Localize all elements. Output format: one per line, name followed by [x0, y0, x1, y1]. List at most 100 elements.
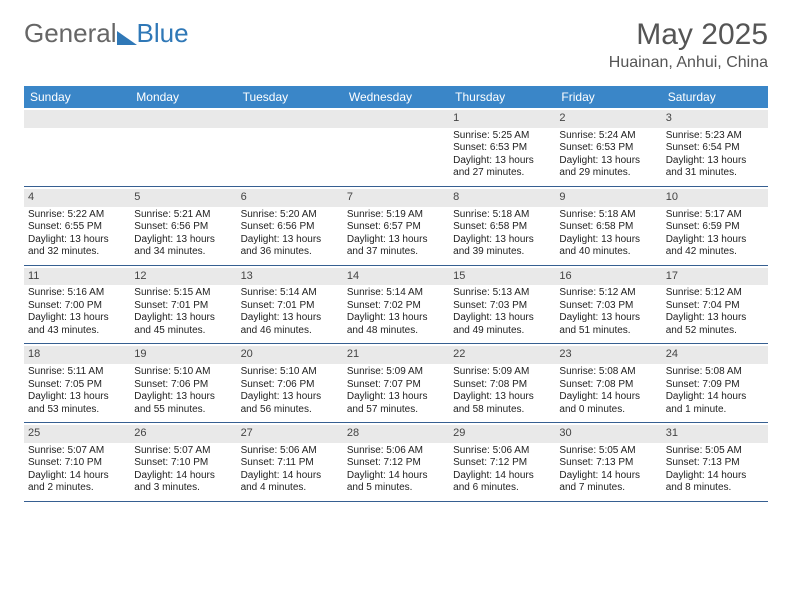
day-cell: 29Sunrise: 5:06 AMSunset: 7:12 PMDayligh… — [449, 423, 555, 501]
sunrise: Sunrise: 5:06 AM — [241, 445, 339, 458]
day-cell: 18Sunrise: 5:11 AMSunset: 7:05 PMDayligh… — [24, 344, 130, 422]
sunrise: Sunrise: 5:10 AM — [134, 366, 232, 379]
sunset: Sunset: 7:10 PM — [134, 457, 232, 470]
sunrise: Sunrise: 5:23 AM — [666, 130, 764, 143]
day-number: 13 — [237, 268, 343, 286]
day-number: 21 — [343, 346, 449, 364]
logo: General Blue — [24, 18, 189, 49]
day-number: 28 — [343, 425, 449, 443]
daylight: Daylight: 13 hours and 45 minutes. — [134, 312, 232, 337]
sunrise: Sunrise: 5:11 AM — [28, 366, 126, 379]
day-number: 1 — [449, 110, 555, 128]
sunset: Sunset: 7:05 PM — [28, 379, 126, 392]
sunrise: Sunrise: 5:13 AM — [453, 287, 551, 300]
day-cell: 14Sunrise: 5:14 AMSunset: 7:02 PMDayligh… — [343, 266, 449, 344]
week-row: 25Sunrise: 5:07 AMSunset: 7:10 PMDayligh… — [24, 423, 768, 502]
dow-thursday: Thursday — [449, 86, 555, 108]
day-cell: 26Sunrise: 5:07 AMSunset: 7:10 PMDayligh… — [130, 423, 236, 501]
sunrise: Sunrise: 5:06 AM — [453, 445, 551, 458]
day-number: 16 — [555, 268, 661, 286]
day-cell: 4Sunrise: 5:22 AMSunset: 6:55 PMDaylight… — [24, 187, 130, 265]
daylight: Daylight: 14 hours and 2 minutes. — [28, 470, 126, 495]
day-cell: 15Sunrise: 5:13 AMSunset: 7:03 PMDayligh… — [449, 266, 555, 344]
daylight: Daylight: 14 hours and 0 minutes. — [559, 391, 657, 416]
daylight: Daylight: 14 hours and 5 minutes. — [347, 470, 445, 495]
title-block: May 2025 Huainan, Anhui, China — [609, 18, 768, 72]
sunrise: Sunrise: 5:08 AM — [666, 366, 764, 379]
logo-word1: General — [24, 18, 117, 49]
day-number: 17 — [662, 268, 768, 286]
day-cell: 10Sunrise: 5:17 AMSunset: 6:59 PMDayligh… — [662, 187, 768, 265]
sunrise: Sunrise: 5:05 AM — [666, 445, 764, 458]
day-cell: 23Sunrise: 5:08 AMSunset: 7:08 PMDayligh… — [555, 344, 661, 422]
day-cell: 28Sunrise: 5:06 AMSunset: 7:12 PMDayligh… — [343, 423, 449, 501]
sunset: Sunset: 6:58 PM — [559, 221, 657, 234]
daylight: Daylight: 13 hours and 43 minutes. — [28, 312, 126, 337]
day-cell: 1Sunrise: 5:25 AMSunset: 6:53 PMDaylight… — [449, 108, 555, 186]
day-cell: 8Sunrise: 5:18 AMSunset: 6:58 PMDaylight… — [449, 187, 555, 265]
day-number: 2 — [555, 110, 661, 128]
daylight: Daylight: 13 hours and 56 minutes. — [241, 391, 339, 416]
sunset: Sunset: 6:55 PM — [28, 221, 126, 234]
day-cell: 25Sunrise: 5:07 AMSunset: 7:10 PMDayligh… — [24, 423, 130, 501]
empty-cell — [237, 108, 343, 186]
sunset: Sunset: 7:03 PM — [559, 300, 657, 313]
day-number: 19 — [130, 346, 236, 364]
dow-sunday: Sunday — [24, 86, 130, 108]
day-number — [237, 110, 343, 128]
empty-cell — [24, 108, 130, 186]
daylight: Daylight: 13 hours and 48 minutes. — [347, 312, 445, 337]
daylight: Daylight: 14 hours and 8 minutes. — [666, 470, 764, 495]
sunrise: Sunrise: 5:12 AM — [666, 287, 764, 300]
sunrise: Sunrise: 5:16 AM — [28, 287, 126, 300]
sunrise: Sunrise: 5:14 AM — [347, 287, 445, 300]
dow-wednesday: Wednesday — [343, 86, 449, 108]
day-number: 7 — [343, 189, 449, 207]
week-row: 4Sunrise: 5:22 AMSunset: 6:55 PMDaylight… — [24, 187, 768, 266]
sunset: Sunset: 6:58 PM — [453, 221, 551, 234]
daylight: Daylight: 13 hours and 53 minutes. — [28, 391, 126, 416]
sunset: Sunset: 7:02 PM — [347, 300, 445, 313]
daylight: Daylight: 14 hours and 7 minutes. — [559, 470, 657, 495]
sunrise: Sunrise: 5:17 AM — [666, 209, 764, 222]
day-cell: 12Sunrise: 5:15 AMSunset: 7:01 PMDayligh… — [130, 266, 236, 344]
sunrise: Sunrise: 5:20 AM — [241, 209, 339, 222]
day-number — [24, 110, 130, 128]
day-cell: 6Sunrise: 5:20 AMSunset: 6:56 PMDaylight… — [237, 187, 343, 265]
day-cell: 19Sunrise: 5:10 AMSunset: 7:06 PMDayligh… — [130, 344, 236, 422]
daylight: Daylight: 14 hours and 4 minutes. — [241, 470, 339, 495]
daylight: Daylight: 13 hours and 40 minutes. — [559, 234, 657, 259]
day-number: 30 — [555, 425, 661, 443]
dow-friday: Friday — [555, 86, 661, 108]
day-number: 5 — [130, 189, 236, 207]
daylight: Daylight: 13 hours and 37 minutes. — [347, 234, 445, 259]
sunset: Sunset: 7:07 PM — [347, 379, 445, 392]
empty-cell — [130, 108, 236, 186]
sunset: Sunset: 6:56 PM — [134, 221, 232, 234]
day-number: 3 — [662, 110, 768, 128]
sunset: Sunset: 7:03 PM — [453, 300, 551, 313]
sunrise: Sunrise: 5:19 AM — [347, 209, 445, 222]
day-number: 23 — [555, 346, 661, 364]
daylight: Daylight: 13 hours and 42 minutes. — [666, 234, 764, 259]
week-row: 18Sunrise: 5:11 AMSunset: 7:05 PMDayligh… — [24, 344, 768, 423]
sunset: Sunset: 7:06 PM — [134, 379, 232, 392]
sunset: Sunset: 6:54 PM — [666, 142, 764, 155]
day-cell: 20Sunrise: 5:10 AMSunset: 7:06 PMDayligh… — [237, 344, 343, 422]
day-number: 10 — [662, 189, 768, 207]
sunrise: Sunrise: 5:07 AM — [28, 445, 126, 458]
daylight: Daylight: 14 hours and 1 minute. — [666, 391, 764, 416]
day-number: 9 — [555, 189, 661, 207]
sunrise: Sunrise: 5:18 AM — [559, 209, 657, 222]
day-number: 15 — [449, 268, 555, 286]
day-cell: 24Sunrise: 5:08 AMSunset: 7:09 PMDayligh… — [662, 344, 768, 422]
sunset: Sunset: 7:13 PM — [666, 457, 764, 470]
days-of-week-header: SundayMondayTuesdayWednesdayThursdayFrid… — [24, 86, 768, 108]
daylight: Daylight: 13 hours and 49 minutes. — [453, 312, 551, 337]
logo-word2: Blue — [137, 18, 189, 49]
day-cell: 2Sunrise: 5:24 AMSunset: 6:53 PMDaylight… — [555, 108, 661, 186]
day-number: 12 — [130, 268, 236, 286]
day-number: 22 — [449, 346, 555, 364]
sunset: Sunset: 6:53 PM — [453, 142, 551, 155]
sunrise: Sunrise: 5:09 AM — [453, 366, 551, 379]
